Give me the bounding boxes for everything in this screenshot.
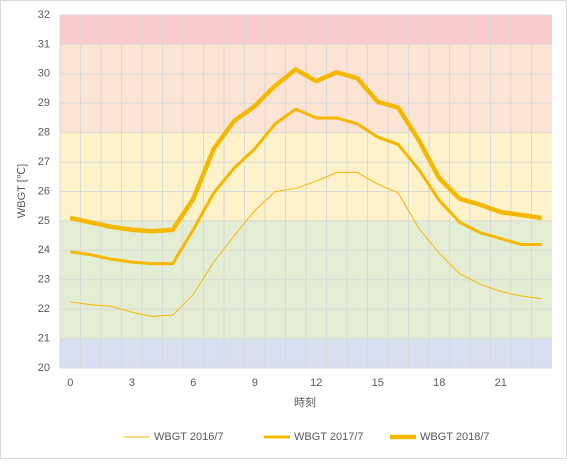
y-tick-label: 21 [38, 332, 50, 344]
x-tick-label: 12 [310, 377, 322, 389]
series-line [70, 171, 542, 318]
x-axis-label: 時刻 [294, 395, 316, 409]
y-tick-label: 29 [38, 97, 50, 109]
y-tick-label: 28 [38, 127, 50, 139]
x-tick-label: 6 [190, 377, 196, 389]
legend-label: WBGT 2018/7 [420, 431, 490, 443]
series-line [69, 67, 543, 234]
x-tick-label: 3 [129, 377, 135, 389]
y-tick-label: 32 [38, 9, 50, 21]
x-tick-label: 18 [433, 377, 445, 389]
y-tick-label: 27 [38, 156, 50, 168]
y-tick-label: 23 [38, 274, 50, 286]
series-line [70, 107, 542, 266]
y-tick-label: 22 [38, 303, 50, 315]
legend-label: WBGT 2017/7 [294, 431, 364, 443]
y-axis-label: WBGT [℃] [16, 164, 28, 218]
y-tick-label: 31 [38, 38, 50, 50]
x-tick-label: 0 [67, 377, 73, 389]
y-tick-label: 24 [38, 244, 50, 256]
x-tick-label: 21 [495, 377, 507, 389]
x-tick-label: 9 [252, 377, 258, 389]
y-tick-label: 26 [38, 185, 50, 197]
x-tick-label: 15 [372, 377, 384, 389]
legend-label: WBGT 2016/7 [154, 431, 224, 443]
y-tick-label: 25 [38, 215, 50, 227]
y-tick-label: 30 [38, 68, 50, 80]
y-tick-label: 20 [38, 362, 50, 374]
